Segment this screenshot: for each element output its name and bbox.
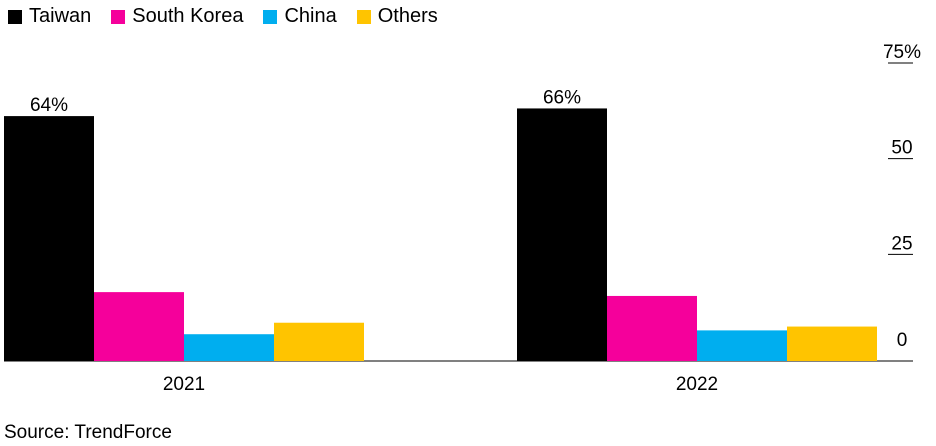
bar-taiwan-2021 [4, 116, 94, 362]
y-tick-label-25: 25 [891, 233, 912, 254]
legend-swatch-south-korea [111, 9, 126, 24]
legend-label-south-korea: South Korea [132, 5, 244, 27]
legend-swatch-taiwan [8, 9, 22, 24]
bar-others-2021 [274, 322, 364, 361]
legend-swatch-others [356, 9, 371, 24]
chart-legend: Taiwan South Korea China Others [8, 5, 458, 28]
x-tick-label-2021: 2021 [163, 374, 205, 395]
legend-item-taiwan: Taiwan [8, 5, 91, 28]
legend-item-south-korea: South Korea [111, 5, 243, 28]
bar-china-2021 [184, 334, 274, 361]
bar-south-korea-2022 [607, 295, 697, 361]
data-label-2022: 66% [543, 87, 581, 108]
legend-item-china: China [263, 5, 337, 28]
data-label-2021: 64% [30, 95, 68, 116]
legend-item-others: Others [356, 5, 438, 28]
x-tick-label-2022: 2022 [676, 374, 718, 395]
legend-label-taiwan: Taiwan [29, 5, 92, 27]
bar-taiwan-2022 [517, 108, 607, 361]
source-note: Source: TrendForce [4, 422, 172, 443]
legend-swatch-china [263, 9, 278, 24]
y-tick-label-0: 0 [897, 330, 908, 351]
y-tick-label-50: 50 [891, 138, 912, 159]
bar-china-2022 [697, 330, 787, 361]
legend-label-china: China [284, 5, 337, 27]
bar-others-2022 [787, 326, 877, 361]
bar-south-korea-2021 [94, 292, 184, 361]
y-tick-label-75: 75% [883, 42, 921, 63]
legend-label-others: Others [377, 5, 438, 27]
